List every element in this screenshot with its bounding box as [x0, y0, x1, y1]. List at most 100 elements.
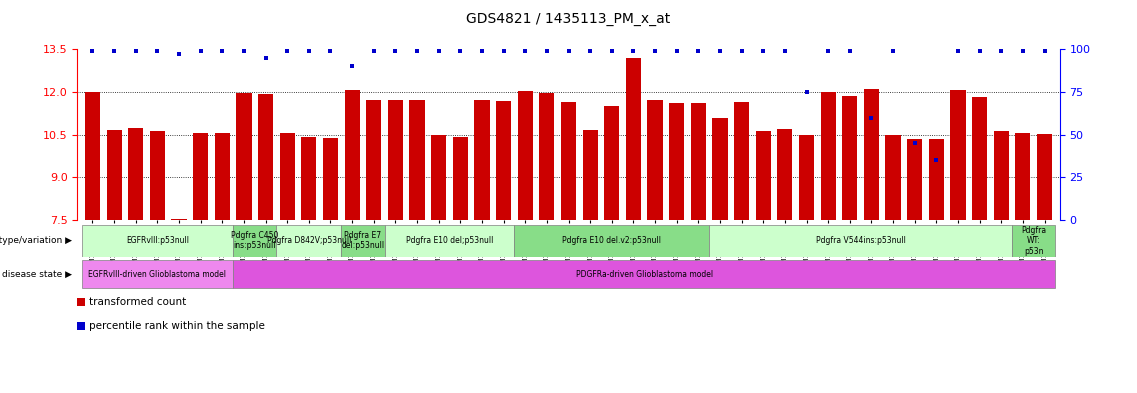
Bar	[929, 139, 944, 220]
Bar	[388, 100, 402, 220]
Point	[928, 157, 946, 163]
Point	[365, 48, 383, 54]
Bar	[323, 138, 338, 220]
Bar	[233, 260, 1055, 288]
Point	[387, 48, 405, 54]
Point	[603, 48, 621, 54]
Bar	[409, 100, 424, 220]
Bar	[561, 102, 576, 220]
Bar	[1015, 133, 1030, 220]
Point	[214, 48, 232, 54]
Point	[949, 48, 968, 54]
Bar	[236, 93, 251, 220]
Bar	[517, 91, 533, 220]
Bar	[384, 225, 514, 257]
Point	[451, 48, 470, 54]
Text: Pdgfra C450
ins:p53null: Pdgfra C450 ins:p53null	[231, 231, 279, 250]
Text: Pdgfra E7
del:p53null: Pdgfra E7 del:p53null	[341, 231, 384, 250]
Point	[667, 48, 686, 54]
Point	[840, 48, 858, 54]
Bar	[345, 90, 359, 220]
Bar	[82, 225, 233, 257]
Text: transformed count: transformed count	[90, 297, 186, 307]
Point	[581, 48, 599, 54]
Text: EGFRvIII-driven Glioblastoma model: EGFRvIII-driven Glioblastoma model	[89, 270, 226, 279]
Bar	[582, 130, 598, 220]
Point	[473, 48, 491, 54]
Point	[754, 48, 772, 54]
Text: Pdgfra
WT:
p53n: Pdgfra WT: p53n	[1021, 226, 1046, 255]
Bar	[539, 93, 555, 220]
Bar	[972, 97, 987, 220]
Point	[516, 48, 534, 54]
Bar	[150, 131, 165, 220]
Point	[126, 48, 144, 54]
Text: GDS4821 / 1435113_PM_x_at: GDS4821 / 1435113_PM_x_at	[466, 11, 671, 26]
Point	[993, 48, 1011, 54]
Point	[732, 48, 750, 54]
Point	[883, 48, 902, 54]
Bar	[128, 129, 143, 220]
Point	[624, 48, 642, 54]
Bar	[474, 100, 490, 220]
Bar	[1037, 134, 1052, 220]
Point	[1014, 48, 1032, 54]
Point	[689, 48, 707, 54]
Bar	[709, 225, 1012, 257]
Text: Pdgfra E10 del;p53null: Pdgfra E10 del;p53null	[406, 236, 493, 245]
Point	[83, 48, 101, 54]
Text: EGFRvIII:p53null: EGFRvIII:p53null	[126, 236, 189, 245]
Point	[495, 48, 513, 54]
Point	[862, 114, 880, 121]
Point	[277, 181, 296, 187]
Text: Pdgfra E10 del.v2:p53null: Pdgfra E10 del.v2:p53null	[563, 236, 662, 245]
Point	[905, 140, 923, 146]
Bar	[907, 139, 922, 220]
Bar	[82, 260, 233, 288]
Bar	[691, 103, 706, 220]
Point	[148, 48, 166, 54]
Bar	[1012, 225, 1055, 257]
Point	[646, 48, 664, 54]
Point	[322, 48, 340, 54]
Point	[559, 48, 578, 54]
Point	[300, 48, 318, 54]
Point	[430, 48, 448, 54]
Point	[971, 48, 989, 54]
Point	[1036, 48, 1054, 54]
Bar	[341, 225, 384, 257]
Bar	[778, 129, 792, 220]
Bar	[735, 102, 749, 220]
Bar	[453, 137, 468, 220]
Bar	[233, 225, 276, 257]
Point	[257, 55, 275, 61]
Bar	[951, 90, 965, 220]
Point	[775, 48, 794, 54]
Bar	[647, 100, 663, 220]
Text: disease state ▶: disease state ▶	[1, 270, 72, 279]
Text: percentile rank within the sample: percentile rank within the sample	[90, 321, 265, 331]
Point	[711, 48, 729, 54]
Point	[169, 51, 188, 57]
Point	[343, 63, 362, 69]
Bar	[276, 225, 341, 257]
Bar	[496, 101, 512, 220]
Text: Pdgfra D842V;p53null: Pdgfra D842V;p53null	[267, 236, 351, 245]
Point	[819, 48, 837, 54]
Bar	[864, 89, 879, 220]
Bar	[821, 92, 836, 220]
Bar	[431, 135, 446, 220]
Bar	[301, 137, 316, 220]
Bar	[669, 103, 684, 220]
Bar	[799, 135, 814, 220]
Bar	[994, 131, 1009, 220]
Bar	[172, 219, 186, 220]
Bar	[604, 106, 620, 220]
Bar	[258, 94, 273, 220]
Bar	[514, 225, 709, 257]
Bar	[625, 58, 641, 220]
Point	[105, 48, 123, 54]
Bar	[843, 96, 857, 220]
Point	[538, 48, 556, 54]
Bar	[215, 133, 230, 220]
